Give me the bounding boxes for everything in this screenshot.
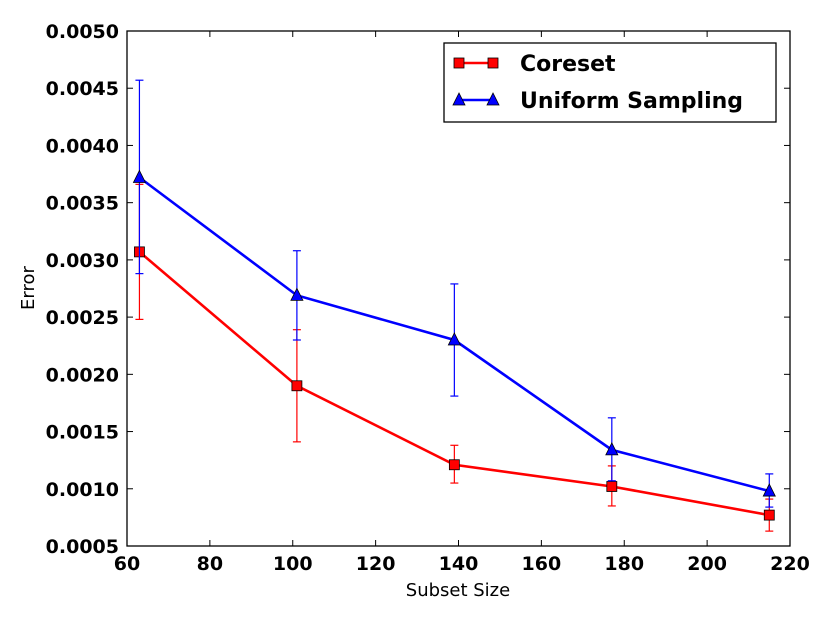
- x-tick-label: 160: [522, 553, 562, 575]
- y-tick-label: 0.0030: [46, 250, 119, 272]
- y-tick-label: 0.0010: [46, 479, 119, 501]
- series-layer: [132, 79, 776, 532]
- x-axis-title: Subset Size: [406, 580, 510, 601]
- y-tick-label: 0.0050: [46, 21, 119, 43]
- data-point-uniform-sampling: [762, 483, 776, 497]
- data-point-coreset: [448, 459, 460, 471]
- data-point-uniform-sampling: [290, 287, 304, 301]
- legend-label-coreset: Coreset: [520, 52, 616, 77]
- legend-marker-uniform-sampling: [486, 92, 500, 106]
- x-tick-label: 200: [687, 553, 727, 575]
- x-tick-label: 220: [770, 553, 810, 575]
- data-point-uniform-sampling: [132, 169, 147, 183]
- x-tick-label: 60: [114, 553, 140, 575]
- legend-marker-uniform-sampling: [452, 92, 466, 106]
- data-point-coreset: [291, 380, 303, 392]
- data-point-uniform-sampling: [605, 441, 619, 456]
- y-tick-label: 0.0020: [46, 364, 119, 386]
- x-tick-label: 120: [356, 553, 396, 575]
- x-tick-label: 100: [273, 553, 313, 575]
- y-tick-label: 0.0045: [46, 78, 119, 100]
- x-tick-label: 140: [439, 553, 479, 575]
- legend-box: [443, 42, 777, 123]
- x-tick-label: 80: [197, 553, 223, 575]
- legend-marker-coreset: [487, 57, 499, 69]
- y-tick-label: 0.0005: [46, 536, 119, 558]
- y-tick-label: 0.0040: [46, 135, 119, 157]
- y-tick-label: 0.0025: [46, 307, 119, 329]
- data-point-uniform-sampling: [447, 332, 462, 346]
- y-axis-title: Error: [18, 265, 39, 309]
- legend-marker-coreset: [453, 57, 465, 69]
- y-tick-label: 0.0015: [46, 422, 119, 444]
- plot-frame: [126, 30, 791, 547]
- y-tick-label: 0.0035: [46, 193, 119, 215]
- x-tick-label: 180: [604, 553, 644, 575]
- data-point-coreset: [763, 509, 775, 521]
- ticks-layer: 60 80 100 120 140 160 180 200 220 0.0005 0.0010 0.0…: [46, 21, 810, 575]
- legend-label-uniform-sampling: Uniform Sampling: [520, 89, 743, 114]
- legend: Coreset Uniform Sampling: [443, 42, 777, 123]
- data-point-coreset: [606, 481, 618, 492]
- series-uniform-sampling: [132, 79, 776, 508]
